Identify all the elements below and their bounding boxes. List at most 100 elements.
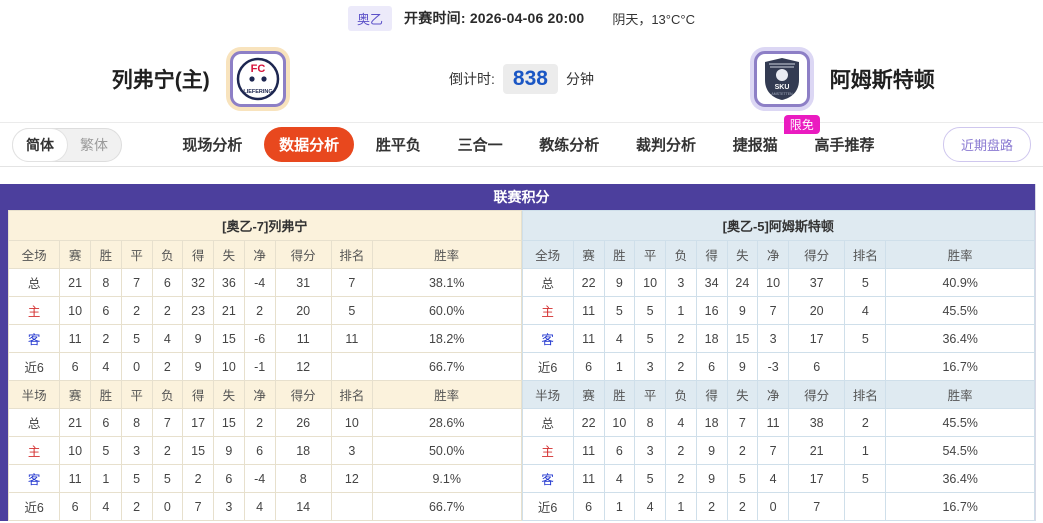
tab-1[interactable]: 现场分析 [182, 137, 243, 154]
table-row: 主 11 5 5 1 16 9 7 20 4 45.5% [521, 296, 1035, 325]
table-row: 半场赛胜平负得失净得分 排名 胜率 [7, 380, 522, 409]
stat-cell: 净 [243, 240, 276, 269]
stat-cell: 5 [90, 436, 122, 465]
stat-cell: 胜 [603, 380, 636, 409]
stat-cell: 16.7% [885, 352, 1035, 381]
tab-4[interactable]: 三合一 [457, 137, 503, 154]
stat-cell: 0 [120, 352, 153, 381]
table-row: 总 21 6 8 7 17 15 2 26 10 28.6% [7, 408, 522, 437]
stat-cell: 6 [59, 492, 91, 521]
stat-cell: 2 [695, 492, 728, 521]
stat-cell: 4 [665, 408, 697, 437]
row-label: 半场 [7, 380, 61, 409]
stat-cell: 32 [182, 268, 214, 297]
stat-cell: 21 [213, 296, 245, 325]
stat-cell: 7 [757, 296, 789, 325]
stat-cell: 18 [695, 408, 728, 437]
stat-cell: 17 [787, 324, 846, 353]
table-row: 主 10 6 2 2 23 21 2 20 5 60.0% [7, 296, 522, 325]
stat-cell: 6 [572, 492, 605, 521]
free-trial-badge: 限免 [783, 115, 820, 134]
stat-cell: 0 [151, 492, 184, 521]
stat-cell: 10 [330, 408, 373, 437]
stat-cell: 排名 [844, 240, 887, 269]
stat-cell: 1 [603, 352, 636, 381]
stat-cell: 9 [213, 436, 245, 465]
stat-cell: 10 [634, 268, 666, 297]
home-team-name: 列弗宁(主) [111, 69, 210, 92]
svg-text:FC: FC [250, 63, 265, 75]
stat-cell: 负 [665, 240, 697, 269]
stat-cell: 得 [182, 380, 214, 409]
kickoff-value: 2026-04-06 20:00 [469, 10, 585, 26]
stat-cell: 胜率 [371, 240, 522, 269]
stat-cell: 3 [330, 436, 373, 465]
kickoff-label: 开赛时间: [404, 10, 466, 26]
stat-cell: 21 [59, 268, 91, 297]
stat-cell: 6 [572, 352, 605, 381]
table-row: 总 22 10 8 4 18 7 11 38 2 45.5% [521, 408, 1035, 437]
stat-cell: 7 [787, 492, 846, 521]
home-team-logo: FC LIEFERING [225, 47, 290, 111]
stat-cell: 2 [726, 492, 759, 521]
row-label: 半场 [521, 380, 574, 409]
stat-cell: 2 [151, 352, 184, 381]
stat-cell: 28.6% [371, 408, 522, 437]
team-subtitle-row: [奥乙-5]阿姆斯特顿 [521, 210, 1035, 241]
tab-8[interactable]: 高手推荐 [814, 137, 875, 154]
countdown-unit: 分钟 [565, 71, 594, 87]
stat-cell: 5 [120, 324, 153, 353]
stat-cell: 5 [330, 296, 373, 325]
weather-info: 阴天，13°C°C [612, 11, 695, 27]
stat-cell: 2 [120, 296, 153, 325]
recent-trends-button[interactable]: 近期盘路 [942, 127, 1031, 162]
stat-cell: 26 [274, 408, 332, 437]
stat-cell: -3 [757, 352, 789, 381]
league-badge[interactable]: 奥乙 [348, 5, 393, 31]
stat-cell: -4 [243, 464, 276, 493]
table-row: 客 11 4 5 2 18 15 3 17 5 36.4% [521, 324, 1035, 353]
stat-cell: 34 [695, 268, 728, 297]
stat-cell: 3 [634, 436, 666, 465]
stat-cell [330, 352, 373, 381]
tab-6[interactable]: 裁判分析 [636, 137, 697, 154]
stat-cell: 12 [274, 352, 332, 381]
stat-cell: 21 [787, 436, 846, 465]
stat-cell: 6 [787, 352, 846, 381]
stat-cell: 20 [787, 296, 846, 325]
stat-cell: 得分 [274, 380, 332, 409]
tab-7[interactable]: 捷报猫 限免 [718, 115, 820, 162]
tab-5[interactable]: 教练分析 [539, 137, 600, 154]
stat-cell: 5 [844, 324, 887, 353]
stat-cell: 5 [151, 464, 184, 493]
lang-traditional[interactable]: 繁体 [80, 136, 108, 153]
stat-cell: 5 [844, 268, 887, 297]
countdown-label: 倒计时: [449, 71, 495, 87]
stat-cell: 11 [757, 408, 789, 437]
table-row: 近6 6 1 3 2 6 9 -3 6 16.7% [521, 352, 1035, 381]
stat-cell: 6 [213, 464, 245, 493]
stat-cell: 15 [182, 436, 214, 465]
stat-cell: 15 [726, 324, 759, 353]
tab-2[interactable]: 数据分析 [264, 127, 355, 162]
stat-cell: 16 [695, 296, 728, 325]
stat-cell: 2 [151, 436, 184, 465]
stat-cell: 11 [330, 324, 373, 353]
stat-cell: 胜率 [371, 380, 522, 409]
stat-cell: 8 [274, 464, 332, 493]
stat-cell: 54.5% [885, 436, 1035, 465]
stat-cell: 10 [213, 352, 245, 381]
stat-cell: 2 [844, 408, 887, 437]
stat-cell: 0 [757, 492, 789, 521]
stat-cell: 11 [572, 324, 605, 353]
tab-3[interactable]: 胜平负 [375, 137, 421, 154]
stat-cell: 6 [695, 352, 728, 381]
stat-cell: 2 [243, 296, 276, 325]
stat-cell: -4 [243, 268, 276, 297]
stat-cell: 7 [757, 436, 789, 465]
lang-simplified[interactable]: 简体 [12, 127, 68, 162]
home-team: 列弗宁(主) FC LIEFERING [0, 47, 402, 111]
stat-cell: -6 [243, 324, 276, 353]
row-label: 总 [7, 408, 61, 437]
stat-cell: 2 [665, 352, 697, 381]
